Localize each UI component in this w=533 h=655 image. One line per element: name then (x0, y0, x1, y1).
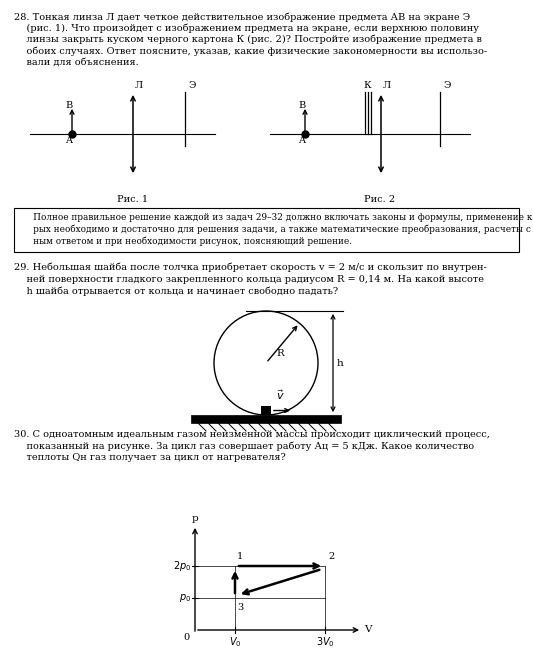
Text: (рис. 1). Что произойдет с изображением предмета на экране, если верхнюю половин: (рис. 1). Что произойдет с изображением … (14, 24, 479, 33)
Text: $\vec{v}$: $\vec{v}$ (276, 389, 285, 403)
Text: h: h (337, 358, 344, 367)
Text: A: A (65, 136, 72, 145)
Text: К: К (363, 81, 370, 90)
Text: Полное правильное решение каждой из задач 29–32 должно включать законы и формулы: Полное правильное решение каждой из зада… (16, 213, 533, 222)
Text: ным ответом и при необходимости рисунок, поясняющий решение.: ным ответом и при необходимости рисунок,… (16, 236, 352, 246)
Text: R: R (276, 348, 284, 358)
Text: A: A (298, 136, 305, 145)
Text: ней поверхности гладкого закрепленного кольца радиусом R = 0,14 м. На какой высо: ней поверхности гладкого закрепленного к… (14, 274, 484, 284)
Text: 3: 3 (237, 603, 243, 612)
Text: 0: 0 (183, 633, 189, 642)
Text: вали для объяснения.: вали для объяснения. (14, 58, 139, 67)
Text: 2: 2 (328, 552, 334, 561)
Text: Э: Э (443, 81, 450, 90)
Text: обоих случаях. Ответ поясните, указав, какие физические закономерности вы исполь: обоих случаях. Ответ поясните, указав, к… (14, 47, 487, 56)
Text: Рис. 2: Рис. 2 (365, 195, 395, 204)
Text: линзы закрыть куском черного картона К (рис. 2)? Постройте изображение предмета : линзы закрыть куском черного картона К (… (14, 35, 482, 45)
Text: Э: Э (188, 81, 196, 90)
Text: теплоты Qн газ получает за цикл от нагревателя?: теплоты Qн газ получает за цикл от нагре… (14, 453, 286, 462)
Text: $p_0$: $p_0$ (179, 592, 191, 604)
Bar (191, 415, 341, 423)
Text: Рис. 1: Рис. 1 (117, 195, 148, 204)
Text: 29. Небольшая шайба после толчка приобретает скорость v = 2 м/с и скользит по вн: 29. Небольшая шайба после толчка приобре… (14, 263, 487, 272)
Text: $2p_0$: $2p_0$ (173, 559, 191, 573)
Text: V: V (364, 626, 372, 635)
Bar (261, 406, 271, 415)
Text: 28. Тонкая линза Л дает четкое действительное изображение предмета АВ на экране : 28. Тонкая линза Л дает четкое действите… (14, 12, 470, 22)
Text: Л: Л (383, 81, 391, 90)
Text: 30. С одноатомным идеальным газом неизменной массы происходит циклический процес: 30. С одноатомным идеальным газом неизме… (14, 430, 490, 439)
Text: B: B (298, 102, 305, 111)
Text: 1: 1 (237, 552, 243, 561)
Text: $3V_0$: $3V_0$ (316, 635, 334, 649)
Text: рых необходимо и достаточно для решения задачи, а также математические преобразо: рых необходимо и достаточно для решения … (16, 225, 533, 234)
Text: $V_0$: $V_0$ (229, 635, 241, 649)
Text: показанный на рисунке. За цикл газ совершает работу Ац = 5 кДж. Какое количество: показанный на рисунке. За цикл газ совер… (14, 441, 474, 451)
Text: p: p (192, 514, 198, 523)
Text: B: B (65, 102, 72, 111)
Text: Л: Л (135, 81, 143, 90)
Text: h шайба отрывается от кольца и начинает свободно падать?: h шайба отрывается от кольца и начинает … (14, 286, 338, 295)
FancyBboxPatch shape (14, 208, 519, 252)
